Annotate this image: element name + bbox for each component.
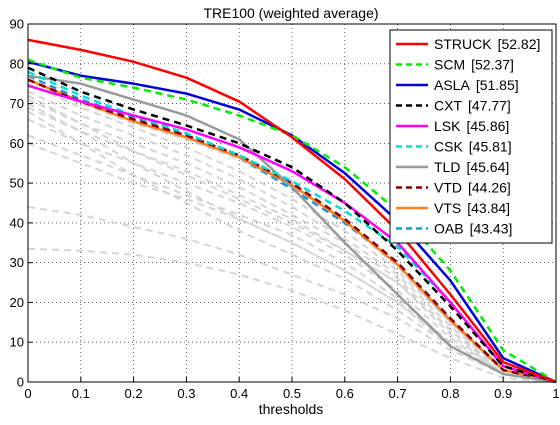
x-tick-label: 0.6 <box>336 386 354 401</box>
x-axis-label: thresholds <box>259 401 324 417</box>
legend-series-score: [45.64] <box>466 159 509 175</box>
legend-series-name: CSK <box>434 139 463 155</box>
legend-series-score: [45.81] <box>469 139 512 155</box>
legend-series-score: [45.86] <box>466 118 509 134</box>
legend-series-score: [43.84] <box>467 200 510 216</box>
series-line-asla <box>27 60 557 384</box>
y-tick-label: 40 <box>10 215 24 230</box>
legend-entry-cxt: CXT [47.77] <box>434 98 511 114</box>
y-tick-label: 60 <box>10 136 24 151</box>
y-tick-label: 10 <box>10 335 24 350</box>
background-curve <box>27 102 557 383</box>
legend-series-name: VTD <box>434 180 462 196</box>
x-tick-label: 0.4 <box>230 386 248 401</box>
legend-entry-lsk: LSK [45.86] <box>434 118 509 134</box>
legend-series-score: [43.43] <box>470 221 513 237</box>
background-curve <box>27 98 557 383</box>
background-curve <box>27 82 557 383</box>
legend-entry-vtd: VTD [44.26] <box>434 180 511 196</box>
y-axis-ticks: 0 10 20 30 40 50 60 70 80 90 <box>10 17 33 390</box>
background-curve <box>27 106 557 383</box>
legend-entry-struck: STRUCK [52.82] <box>434 36 540 52</box>
legend-entry-oab: OAB [43.43] <box>434 221 512 237</box>
legend-series-name: TLD <box>434 159 460 175</box>
background-curve <box>27 247 557 383</box>
x-axis-ticks: 0 0.1 0.2 0.3 0.4 0.5 0.6 0.7 0.8 0.9 1 <box>24 377 560 401</box>
legend-series-name: STRUCK <box>434 36 492 52</box>
legend-series-score: [44.26] <box>468 180 511 196</box>
legend: STRUCK [52.82] SCM [52.37]ASLA [51.85] CXT [47… <box>389 29 553 244</box>
x-tick-label: 0.8 <box>441 386 459 401</box>
y-tick-label: 20 <box>10 295 24 310</box>
x-tick-label: 0.2 <box>125 386 143 401</box>
y-tick-label: 0 <box>17 375 24 390</box>
background-curve <box>27 90 557 383</box>
series-line-struck <box>27 38 557 384</box>
legend-entry-vts: VTS [43.84] <box>434 200 510 216</box>
x-tick-label: 0.3 <box>177 386 195 401</box>
x-tick-label: 0.5 <box>283 386 301 401</box>
y-tick-label: 80 <box>10 56 24 71</box>
legend-series-name: SCM <box>434 57 465 73</box>
x-tick-label: 0 <box>24 386 31 401</box>
x-tick-label: 0.1 <box>72 386 90 401</box>
y-tick-label: 30 <box>10 255 24 270</box>
chart-title: TRE100 (weighted average) <box>203 5 378 21</box>
y-tick-label: 50 <box>10 176 24 191</box>
x-tick-label: 0.7 <box>389 386 407 401</box>
legend-series-name: LSK <box>434 118 461 134</box>
legend-series-name: ASLA <box>434 77 470 93</box>
background-curve <box>27 110 557 383</box>
x-tick-label: 0.9 <box>494 386 512 401</box>
y-tick-label: 90 <box>10 17 24 32</box>
series-line-tld <box>27 74 557 384</box>
legend-series-score: [47.77] <box>468 98 511 114</box>
legend-series-score: [52.37] <box>471 57 514 73</box>
legend-series-name: CXT <box>434 98 462 114</box>
legend-entry-csk: CSK [45.81] <box>434 139 512 155</box>
legend-series-score: [51.85] <box>476 77 519 93</box>
x-tick-label: 1 <box>552 386 559 401</box>
series-line-scm <box>27 58 557 384</box>
series-line-vtd <box>27 78 557 384</box>
legend-entry-scm: SCM [52.37] <box>434 57 514 73</box>
legend-entry-tld: TLD [45.64] <box>434 159 509 175</box>
series-curves <box>27 38 557 384</box>
legend-entry-asla: ASLA [51.85] <box>434 77 519 93</box>
legend-series-name: VTS <box>434 200 461 216</box>
legend-series-name: OAB <box>434 221 464 237</box>
legend-series-score: [52.82] <box>498 36 541 52</box>
series-line-lsk <box>27 84 557 384</box>
background-curve <box>27 205 557 383</box>
series-line-cxt <box>27 66 557 384</box>
y-tick-label: 70 <box>10 96 24 111</box>
background-curve <box>27 94 557 383</box>
